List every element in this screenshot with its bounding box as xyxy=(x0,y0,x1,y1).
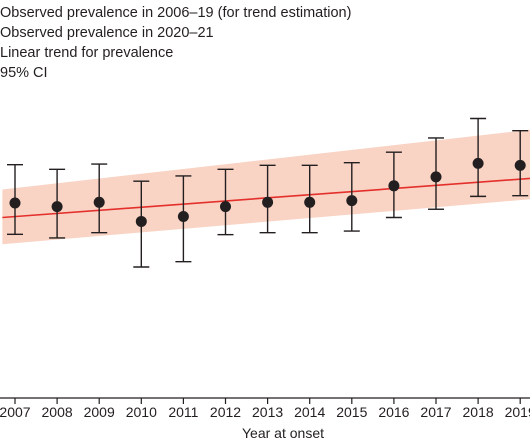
data-point-2010 xyxy=(135,215,147,227)
legend-entry-observed-2020-21: Observed prevalence in 2020–21 xyxy=(0,25,214,41)
data-point-2008 xyxy=(51,201,63,213)
x-axis-label: Year at onset xyxy=(242,425,324,441)
data-point-2015 xyxy=(346,195,358,207)
x-tick-label-2016: 2016 xyxy=(378,404,409,420)
x-tick-label-2015: 2015 xyxy=(336,404,367,420)
x-tick-label-2018: 2018 xyxy=(463,404,494,420)
x-tick-label-2011: 2011 xyxy=(168,404,198,420)
x-axis: 2007 2008 2009 2010 2011 2012 2013 2014 2015 2016… xyxy=(0,397,530,420)
data-marks-layer xyxy=(7,117,529,268)
ci-band-layer xyxy=(2,129,530,245)
x-tick-label-2007: 2007 xyxy=(0,404,31,420)
x-tick-label-2019: 2019 xyxy=(505,404,530,420)
x-tick-label-2010: 2010 xyxy=(126,404,157,420)
x-tick-label-2013: 2013 xyxy=(252,404,283,420)
legend-entry-95-ci: 95% CI xyxy=(0,65,48,81)
data-point-2019 xyxy=(514,159,526,171)
x-tick-label-2012: 2012 xyxy=(210,404,241,420)
x-tick-label-2017: 2017 xyxy=(420,404,451,420)
legend: Observed prevalence in 2006–19 (for tren… xyxy=(0,5,351,81)
data-point-2017 xyxy=(430,171,442,183)
data-point-2012 xyxy=(220,201,231,213)
x-tick-label-2014: 2014 xyxy=(294,404,325,420)
data-point-2009 xyxy=(93,196,105,208)
legend-entry-linear-trend: Linear trend for prevalence xyxy=(0,45,173,61)
data-point-2013 xyxy=(262,196,274,208)
data-point-2011 xyxy=(177,211,189,222)
ci-band xyxy=(2,129,530,245)
legend-entry-observed-2006-19: Observed prevalence in 2006–19 (for tren… xyxy=(0,5,351,21)
data-point-2018 xyxy=(472,157,484,169)
data-point-2014 xyxy=(304,196,316,208)
data-point-2016 xyxy=(388,180,400,192)
data-point-2007 xyxy=(9,197,21,209)
x-tick-label-2008: 2008 xyxy=(42,404,73,420)
x-tick-label-2009: 2009 xyxy=(84,404,115,420)
